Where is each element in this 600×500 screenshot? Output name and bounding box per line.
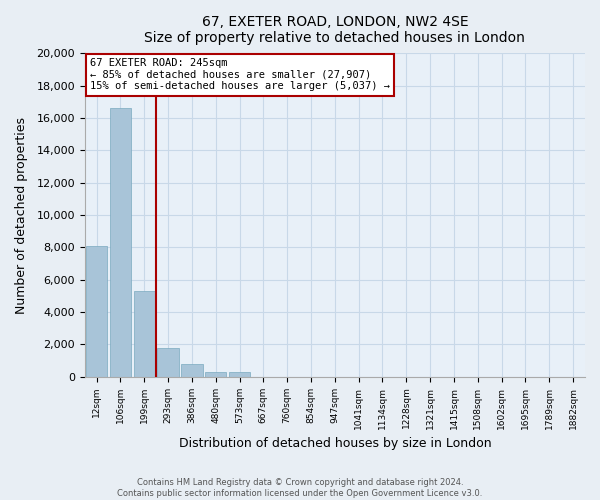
Text: Contains HM Land Registry data © Crown copyright and database right 2024.
Contai: Contains HM Land Registry data © Crown c… — [118, 478, 482, 498]
Bar — [134, 291, 155, 377]
Y-axis label: Number of detached properties: Number of detached properties — [15, 116, 28, 314]
Title: 67, EXETER ROAD, LONDON, NW2 4SE
Size of property relative to detached houses in: 67, EXETER ROAD, LONDON, NW2 4SE Size of… — [145, 15, 525, 45]
Bar — [86, 246, 107, 377]
Bar — [205, 372, 226, 377]
Text: 67 EXETER ROAD: 245sqm
← 85% of detached houses are smaller (27,907)
15% of semi: 67 EXETER ROAD: 245sqm ← 85% of detached… — [89, 58, 389, 92]
Bar — [110, 108, 131, 377]
Bar — [181, 364, 203, 377]
Bar — [157, 348, 179, 377]
Bar — [229, 372, 250, 377]
X-axis label: Distribution of detached houses by size in London: Distribution of detached houses by size … — [179, 437, 491, 450]
